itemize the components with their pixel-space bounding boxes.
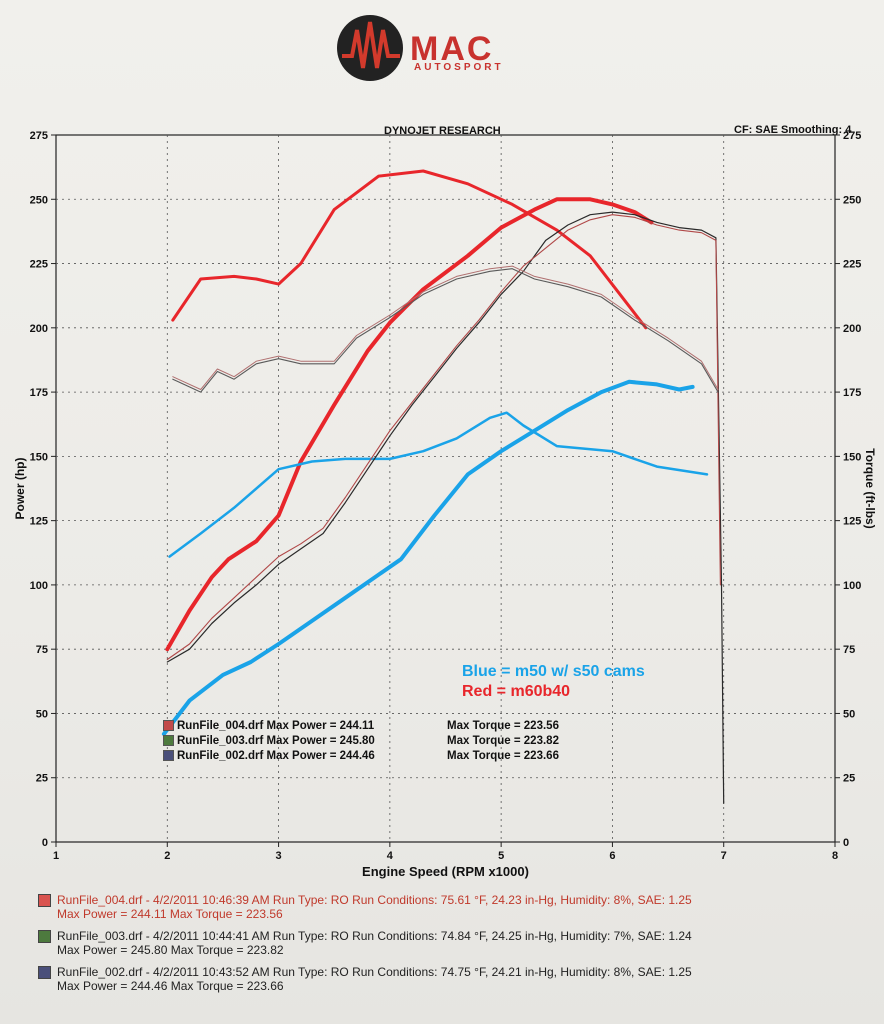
- y2-tick-label: 250: [843, 194, 861, 206]
- x-tick-label: 1: [53, 850, 59, 862]
- legend-swatch: [163, 735, 174, 746]
- y-tick-label: 25: [36, 773, 48, 785]
- run-text: RunFile_003.drf - 4/2/2011 10:44:41 AM R…: [57, 929, 692, 957]
- legend-row: RunFile_004.drf Max Power = 244.11 Max To…: [163, 718, 559, 733]
- run-entry: RunFile_004.drf - 4/2/2011 10:46:39 AM R…: [38, 893, 692, 921]
- legend-power: RunFile_004.drf Max Power = 244.11: [177, 719, 375, 732]
- y2-tick-label: 200: [843, 323, 861, 335]
- run-swatch: [38, 930, 51, 943]
- annotation-red: Red = m60b40: [462, 683, 571, 700]
- y2-tick-label: 0: [843, 837, 849, 849]
- brand-sub: AUTOSPORT: [414, 62, 504, 73]
- y2-tick-label: 125: [843, 516, 861, 528]
- series-line-2-power: [161, 379, 695, 736]
- legend-power: RunFile_002.drf Max Power = 244.46: [177, 749, 375, 762]
- y2-tick-label: 50: [843, 708, 855, 720]
- run-conditions: RunFile_004.drf - 4/2/2011 10:46:39 AM R…: [57, 893, 692, 907]
- y2-tick-label: 150: [843, 451, 861, 463]
- brand-name: MAC: [410, 30, 494, 68]
- legend: RunFile_004.drf Max Power = 244.11 Max To…: [163, 718, 559, 763]
- x-tick-label: 3: [276, 850, 282, 862]
- y2-axis-label: Torque (ft-lbs): [863, 448, 877, 528]
- y-tick-label: 275: [30, 130, 48, 142]
- y2-tick-label: 275: [843, 130, 861, 142]
- series-annotation: Blue = m50 w/ s50 cams Red = m60b40: [462, 662, 645, 702]
- run-entry: RunFile_003.drf - 4/2/2011 10:44:41 AM R…: [38, 929, 692, 957]
- legend-swatch: [163, 750, 174, 761]
- x-tick-label: 8: [832, 850, 838, 862]
- run-conditions: RunFile_003.drf - 4/2/2011 10:44:41 AM R…: [57, 929, 692, 943]
- chart-title: DYNOJET RESEARCH: [384, 125, 501, 137]
- run-details: RunFile_004.drf - 4/2/2011 10:46:39 AM R…: [38, 893, 692, 1001]
- y2-tick-label: 25: [843, 773, 855, 785]
- mac-autosport-logo: [337, 15, 403, 81]
- y-tick-label: 250: [30, 194, 48, 206]
- y-tick-label: 75: [36, 644, 48, 656]
- run-entry: RunFile_002.drf - 4/2/2011 10:43:52 AM R…: [38, 965, 692, 993]
- run-conditions: RunFile_002.drf - 4/2/2011 10:43:52 AM R…: [57, 965, 692, 979]
- legend-torque: Max Torque = 223.56: [447, 719, 559, 732]
- series-line-5-power: [166, 214, 721, 661]
- series-line-6-torque: [172, 268, 719, 393]
- legend-row: RunFile_002.drf Max Power = 244.46 Max To…: [163, 748, 559, 763]
- run-text: RunFile_002.drf - 4/2/2011 10:43:52 AM R…: [57, 965, 692, 993]
- chart-settings: CF: SAE Smoothing: 4: [734, 124, 852, 136]
- logo-circle: [337, 15, 403, 81]
- run-swatch: [38, 894, 51, 907]
- y-tick-label: 225: [30, 259, 48, 271]
- series-line-1-torque: [171, 169, 648, 330]
- series-line-0-power: [165, 197, 654, 652]
- y-axis-label: Power (hp): [13, 457, 27, 519]
- run-text: RunFile_004.drf - 4/2/2011 10:46:39 AM R…: [57, 893, 692, 921]
- series-line-3-torque: [168, 411, 709, 558]
- y-tick-label: 0: [42, 837, 48, 849]
- legend-row: RunFile_003.drf Max Power = 245.80 Max To…: [163, 733, 559, 748]
- series-line-7-torque: [172, 265, 719, 390]
- legend-swatch: [163, 720, 174, 731]
- y-tick-label: 125: [30, 516, 48, 528]
- y-tick-label: 100: [30, 580, 48, 592]
- logo-waveform: [342, 21, 400, 69]
- y2-tick-label: 75: [843, 644, 855, 656]
- x-tick-label: 5: [498, 850, 504, 862]
- y-tick-label: 50: [36, 708, 48, 720]
- y2-tick-label: 225: [843, 259, 861, 271]
- y2-tick-label: 175: [843, 387, 861, 399]
- plot-frame: [55, 134, 836, 843]
- y-tick-label: 150: [30, 451, 48, 463]
- run-swatch: [38, 966, 51, 979]
- annotation-blue: Blue = m50 w/ s50 cams: [462, 663, 645, 680]
- run-max-values: Max Power = 244.11 Max Torque = 223.56: [57, 907, 283, 921]
- run-max-values: Max Power = 244.46 Max Torque = 223.66: [57, 979, 284, 993]
- x-tick-label: 2: [164, 850, 170, 862]
- series-line-4-power: [166, 211, 725, 805]
- legend-power: RunFile_003.drf Max Power = 245.80: [177, 734, 375, 747]
- legend-torque: Max Torque = 223.82: [447, 734, 559, 747]
- x-tick-label: 7: [721, 850, 727, 862]
- x-tick-label: 4: [387, 850, 394, 862]
- y-tick-label: 175: [30, 387, 48, 399]
- x-tick-label: 6: [609, 850, 615, 862]
- y2-tick-label: 100: [843, 580, 861, 592]
- y-tick-label: 200: [30, 323, 48, 335]
- run-max-values: Max Power = 245.80 Max Torque = 223.82: [57, 943, 284, 957]
- legend-torque: Max Torque = 223.66: [447, 749, 559, 762]
- x-axis-label: Engine Speed (RPM x1000): [362, 864, 529, 879]
